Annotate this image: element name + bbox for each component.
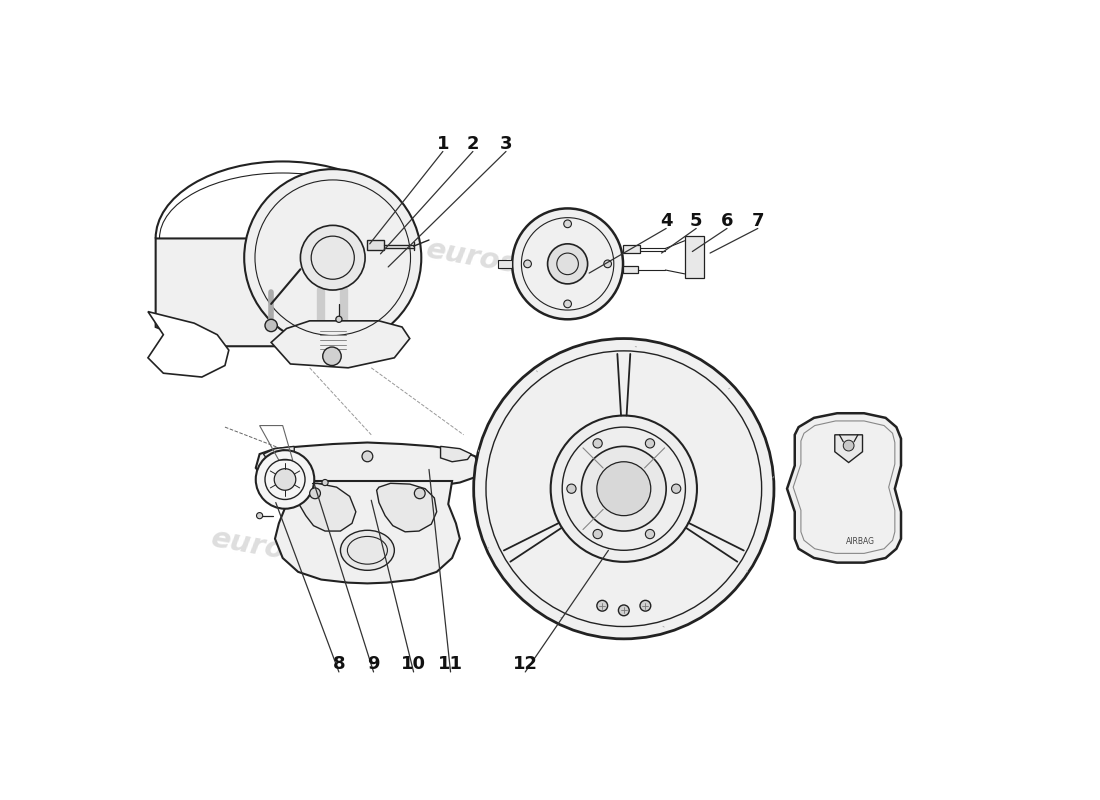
Circle shape xyxy=(563,300,572,308)
Circle shape xyxy=(322,347,341,366)
Circle shape xyxy=(274,469,296,490)
Text: 10: 10 xyxy=(402,655,426,674)
Circle shape xyxy=(513,209,623,319)
Text: eurospares: eurospares xyxy=(425,236,610,295)
Circle shape xyxy=(415,488,425,498)
Polygon shape xyxy=(498,260,513,268)
Circle shape xyxy=(524,260,531,268)
Polygon shape xyxy=(271,321,409,368)
Circle shape xyxy=(566,484,576,494)
Circle shape xyxy=(640,600,651,611)
Polygon shape xyxy=(376,483,437,532)
Text: eurospares: eurospares xyxy=(166,274,353,334)
Circle shape xyxy=(582,446,667,531)
Text: eurospares: eurospares xyxy=(209,524,395,584)
Circle shape xyxy=(322,479,328,486)
Circle shape xyxy=(244,169,421,346)
Polygon shape xyxy=(623,266,638,273)
Text: 2: 2 xyxy=(466,134,480,153)
Circle shape xyxy=(336,316,342,322)
Text: 11: 11 xyxy=(438,655,463,674)
Circle shape xyxy=(844,440,854,451)
Polygon shape xyxy=(367,240,384,250)
Polygon shape xyxy=(290,483,356,531)
Text: eurospares: eurospares xyxy=(556,524,741,584)
Circle shape xyxy=(362,451,373,462)
Text: 3: 3 xyxy=(499,134,513,153)
Circle shape xyxy=(671,484,681,494)
Text: AIRBAG: AIRBAG xyxy=(846,537,874,546)
Text: 7: 7 xyxy=(751,212,764,230)
Circle shape xyxy=(474,338,774,639)
Circle shape xyxy=(618,605,629,616)
Circle shape xyxy=(310,488,320,498)
Circle shape xyxy=(597,600,607,611)
Circle shape xyxy=(646,530,654,538)
Circle shape xyxy=(604,260,612,268)
Circle shape xyxy=(256,513,263,518)
Circle shape xyxy=(255,450,315,509)
Text: 8: 8 xyxy=(332,655,345,674)
Circle shape xyxy=(563,220,572,228)
Polygon shape xyxy=(275,481,460,583)
Circle shape xyxy=(548,244,587,284)
Text: 5: 5 xyxy=(690,212,703,230)
Circle shape xyxy=(597,462,651,516)
Circle shape xyxy=(551,415,697,562)
Text: 12: 12 xyxy=(513,655,538,674)
Polygon shape xyxy=(623,246,640,253)
Polygon shape xyxy=(788,414,901,562)
Text: 4: 4 xyxy=(660,212,672,230)
Polygon shape xyxy=(255,442,480,496)
Circle shape xyxy=(593,438,603,448)
Text: 9: 9 xyxy=(367,655,380,674)
Polygon shape xyxy=(156,238,409,346)
Text: 6: 6 xyxy=(720,212,734,230)
Circle shape xyxy=(300,226,365,290)
Circle shape xyxy=(593,530,603,538)
Polygon shape xyxy=(684,236,704,278)
Polygon shape xyxy=(264,446,295,462)
Circle shape xyxy=(646,438,654,448)
Text: 1: 1 xyxy=(437,134,449,153)
Polygon shape xyxy=(835,435,862,462)
Circle shape xyxy=(265,319,277,332)
Ellipse shape xyxy=(341,530,394,570)
Polygon shape xyxy=(440,446,472,462)
Polygon shape xyxy=(147,312,229,377)
